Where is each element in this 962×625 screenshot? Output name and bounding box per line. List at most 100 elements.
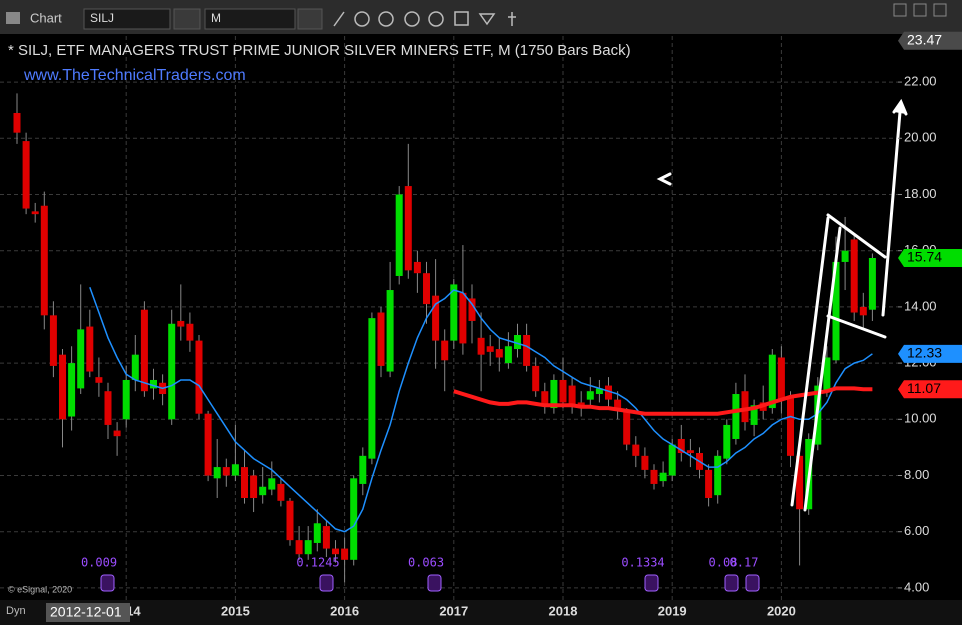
candle-body: [231, 464, 239, 476]
candle-body: [268, 478, 276, 490]
dividend-icon: [319, 574, 334, 592]
x-tick-label: 2019: [658, 603, 687, 618]
candle-body: [432, 295, 440, 341]
price-tag-label: 15.74: [907, 249, 942, 265]
candle-body: [31, 211, 39, 215]
price-tag: [898, 249, 962, 268]
candle-body: [468, 298, 476, 321]
candle-body: [295, 540, 303, 555]
y-tick-label: 10.00: [904, 411, 937, 426]
candle-body: [68, 363, 76, 417]
candle-body: [59, 354, 66, 420]
symbol-box[interactable]: [83, 8, 171, 30]
candle-body: [168, 323, 176, 420]
price-axis: [898, 34, 962, 600]
candle-body: [122, 379, 130, 420]
candle-body: [95, 377, 103, 383]
chart-title: * SILJ, ETF MANAGERS TRUST PRIME JUNIOR …: [8, 42, 631, 59]
candle-body: [532, 365, 540, 392]
candle-body: [150, 379, 157, 389]
candle-body: [204, 413, 212, 476]
candle-body: [668, 444, 676, 476]
dividend-label: 0.17: [730, 556, 759, 570]
candle-body: [186, 323, 194, 341]
price-tag-label: 23.47: [907, 31, 942, 47]
candle-body: [550, 379, 558, 409]
window-title: Chart: [30, 10, 62, 25]
interval-box[interactable]: [204, 8, 296, 30]
candle-body: [823, 357, 831, 392]
dividend-icon: [745, 574, 760, 592]
x-tick-label: 2020: [767, 603, 796, 618]
candle-body: [477, 337, 485, 355]
candle-body: [659, 472, 667, 482]
symbol: SILJ: [90, 11, 114, 25]
candle-body: [832, 261, 840, 361]
y-tick-label: 4.00: [904, 579, 929, 594]
candle-body: [459, 292, 467, 344]
price-tag: [898, 344, 962, 363]
candle-body: [332, 548, 339, 555]
dividend-icon: [100, 574, 115, 592]
candle-body: [113, 430, 121, 437]
x-tick-label: 2018: [549, 603, 578, 618]
candle-body: [368, 318, 376, 459]
candle-body: [787, 396, 794, 456]
candle-body: [359, 455, 367, 484]
candle-body: [195, 340, 203, 414]
chart-icon: [6, 12, 20, 24]
candle-body: [859, 306, 867, 316]
candle-body: [650, 469, 658, 484]
candle-body: [77, 329, 85, 389]
candle-body: [241, 467, 248, 498]
candle-body: [140, 309, 148, 392]
time-axis: [0, 600, 962, 625]
clock-button[interactable]: [297, 8, 323, 30]
candle-body: [277, 483, 285, 501]
candle-body: [413, 261, 421, 274]
candle-body: [641, 455, 649, 470]
dividend-icon: [724, 574, 739, 592]
candle-body: [732, 394, 740, 439]
window-buttons[interactable]: [893, 3, 947, 17]
candle-body: [768, 354, 776, 409]
candle-body: [523, 335, 531, 366]
x-tick-label: 2016: [330, 603, 359, 618]
dividend-label: 0.063: [408, 556, 444, 570]
candle-body: [49, 315, 57, 366]
y-tick-label: 20.00: [904, 130, 937, 145]
plot: [0, 36, 898, 600]
price-tag: [898, 380, 962, 399]
candle-body: [86, 326, 94, 372]
candle-body: [22, 141, 30, 209]
dividend-icon: [644, 574, 659, 592]
candle-body: [250, 475, 258, 498]
candle-body: [441, 340, 449, 361]
candle-body: [686, 450, 694, 454]
footer-mode: Dyn: [6, 605, 26, 617]
candle-body: [796, 455, 804, 510]
candle-body: [313, 523, 321, 543]
dividend-label: 0.1245: [296, 556, 339, 570]
price-tag-label: 12.33: [907, 345, 942, 361]
candle-body: [868, 258, 876, 310]
candle-body: [750, 405, 758, 425]
moving-average: [453, 386, 873, 416]
settings-button[interactable]: [173, 8, 201, 30]
candle-body: [605, 385, 612, 400]
y-tick-label: 14.00: [904, 298, 937, 313]
candle-body: [495, 349, 503, 358]
y-tick-label: 6.00: [904, 523, 929, 538]
candle-body: [723, 424, 731, 459]
candle-body: [632, 444, 640, 456]
candle-body: [586, 391, 594, 400]
candle-body: [222, 467, 230, 476]
candle-body: [541, 391, 549, 406]
dividend-label: 0.08: [709, 556, 738, 570]
candle-body: [377, 312, 385, 366]
candle-body: [595, 388, 603, 395]
candle-body: [350, 478, 358, 560]
candle-body: [677, 438, 685, 454]
